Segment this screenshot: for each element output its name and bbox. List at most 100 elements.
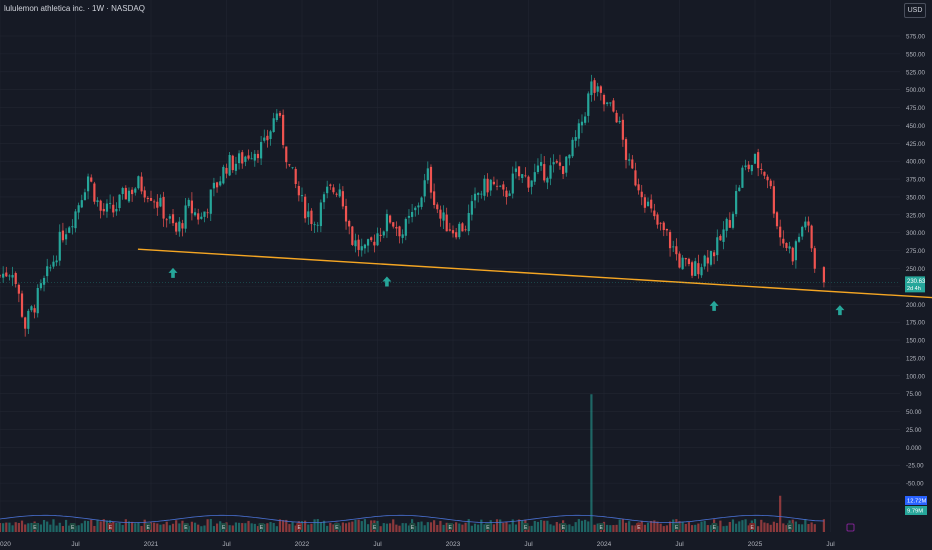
- volume-bar: [83, 520, 87, 532]
- candle-body: [606, 102, 609, 104]
- candle-body: [222, 166, 225, 184]
- candle-body: [39, 283, 42, 289]
- volume-bar: [203, 525, 206, 532]
- volume-bar: [483, 524, 486, 532]
- x-tick-label: Jul: [222, 541, 231, 548]
- candle-body: [659, 222, 662, 224]
- candle-body: [215, 182, 219, 188]
- candle-body: [0, 275, 2, 277]
- candle-body: [747, 164, 750, 170]
- candle-body: [288, 164, 291, 166]
- candle-body: [294, 168, 297, 185]
- candle-body: [247, 155, 250, 159]
- volume-bar: [624, 522, 628, 532]
- earnings-marker: [107, 523, 114, 530]
- volume-bar: [291, 522, 294, 532]
- candle-body: [684, 258, 687, 260]
- volume-bar: [382, 523, 385, 532]
- candle-body: [171, 214, 175, 224]
- volume-bar: [455, 522, 458, 532]
- candle-body: [810, 225, 813, 249]
- volume-bar: [810, 522, 813, 532]
- earnings-marker-label: E: [486, 525, 490, 531]
- candle-body: [143, 190, 146, 198]
- candle-body: [624, 139, 628, 160]
- earnings-marker-label: E: [373, 525, 377, 531]
- earnings-marker-label: E: [222, 525, 226, 531]
- earnings-marker: [333, 523, 340, 530]
- earnings-marker: [145, 523, 152, 530]
- candle-body: [414, 207, 417, 211]
- y-tick-label: 25.00: [906, 427, 922, 434]
- y-tick-label: 250.00: [906, 266, 925, 273]
- volume-bar: [124, 519, 127, 532]
- candle-body: [212, 182, 216, 189]
- volume-bar: [171, 523, 175, 532]
- volume-bar: [407, 525, 411, 532]
- candle-body: [385, 213, 389, 232]
- volume-bar: [700, 521, 703, 532]
- candle-body: [260, 142, 263, 159]
- candle-body: [656, 214, 659, 225]
- volume-bar: [461, 524, 464, 532]
- volume-bar: [398, 525, 401, 532]
- candle-body: [411, 211, 414, 217]
- volume-bar: [0, 522, 2, 532]
- candle-body: [731, 213, 735, 228]
- volume-bar: [703, 521, 706, 532]
- candle-body: [379, 234, 382, 236]
- earnings-marker: [635, 523, 642, 530]
- volume-bar: [388, 523, 392, 532]
- volume-bar: [404, 523, 407, 532]
- volume-bar: [445, 522, 448, 532]
- candle-body: [256, 153, 260, 159]
- volume-bar: [137, 522, 140, 532]
- volume-bar: [241, 523, 244, 532]
- candle-body: [807, 221, 810, 226]
- volume-bar: [766, 523, 769, 532]
- candle-body: [395, 227, 398, 229]
- candle-body: [357, 239, 360, 250]
- candle-body: [458, 223, 461, 238]
- candle-body: [401, 234, 404, 238]
- volume-bar: [247, 520, 250, 532]
- candle-body: [159, 197, 162, 207]
- volume-bar: [52, 519, 55, 532]
- candle-body: [596, 86, 599, 92]
- y-tick-label: 300.00: [906, 230, 925, 237]
- x-tick-label: Jul: [524, 541, 533, 548]
- volume-bar: [80, 523, 83, 532]
- candle-body: [495, 185, 499, 187]
- candle-body: [539, 162, 543, 166]
- candle-body: [797, 236, 801, 242]
- candle-body: [24, 317, 27, 329]
- volume-bar: [332, 524, 335, 532]
- earnings-marker-label: E: [260, 525, 264, 531]
- goto-realtime-icon[interactable]: [846, 523, 855, 532]
- volume-bar: [219, 521, 222, 532]
- volume-histogram: [0, 394, 826, 532]
- volume-bar: [307, 524, 310, 532]
- volume-bar: [442, 524, 445, 532]
- candle-body: [477, 192, 480, 195]
- candle-body: [17, 284, 20, 294]
- currency-button[interactable]: USD: [904, 3, 926, 18]
- volume-bar: [269, 522, 272, 532]
- volume-bar: [694, 524, 697, 532]
- candle-body: [744, 165, 747, 168]
- volume-bar: [807, 524, 810, 532]
- earnings-marker-label: E: [524, 525, 528, 531]
- volume-bar: [681, 521, 684, 532]
- candle-body: [338, 189, 341, 197]
- y-tick-label: 125.00: [906, 355, 925, 362]
- candle-body: [445, 214, 448, 232]
- volume-bar: [536, 521, 540, 532]
- candle-body: [417, 205, 420, 208]
- candle-body: [348, 220, 351, 227]
- candle-body: [407, 215, 411, 218]
- candle-body: [363, 244, 367, 249]
- volume-bar: [351, 521, 354, 532]
- volume-bar: [530, 525, 533, 532]
- candle-body: [80, 200, 83, 208]
